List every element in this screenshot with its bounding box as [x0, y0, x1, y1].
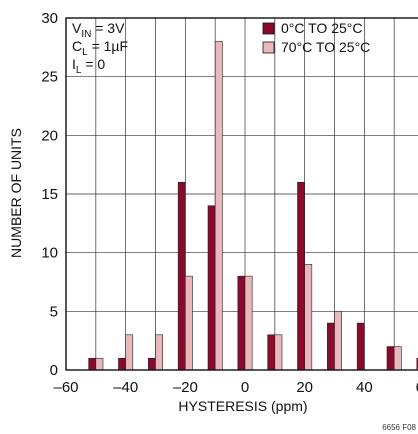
y-tick-label: 10 [41, 245, 58, 262]
x-axis-title: HYSTERESIS (ppm) [178, 398, 307, 414]
condition-annotation: VIN = 3V [72, 20, 125, 40]
bar-series-2 [155, 334, 163, 371]
condition-annotation: IL = 0 [72, 56, 105, 76]
legend: 0°C TO 25°C 70°C TO 25°C [262, 20, 370, 55]
bar-series-1 [327, 322, 335, 371]
figure-code: 6656 F08 [382, 423, 416, 432]
x-tick-label: 20 [296, 379, 313, 396]
bar-series-2 [274, 334, 283, 371]
bar-series-1 [416, 357, 418, 371]
bar-series-1 [356, 322, 365, 371]
bar-series-2 [214, 41, 223, 371]
y-tick-label: 30 [41, 10, 58, 27]
bar-series-1 [237, 275, 246, 371]
bar-series-1 [88, 357, 97, 371]
bar-series-2 [95, 357, 104, 371]
y-tick-label: 0 [50, 362, 58, 379]
bar-series-2 [334, 311, 342, 371]
bar-series-2 [125, 334, 134, 371]
y-axis-title: NUMBER OF UNITS [8, 128, 24, 258]
bar-series-1 [148, 357, 156, 371]
bar-series-1 [177, 181, 186, 371]
legend-label-series-1: 0°C TO 25°C [281, 20, 363, 36]
bar-series-1 [207, 205, 216, 371]
bar-series-1 [118, 357, 126, 371]
legend-swatch-series-2 [262, 41, 275, 54]
y-tick-label: 5 [50, 303, 58, 320]
bars [88, 41, 418, 371]
legend-swatch-series-1 [262, 22, 275, 35]
plot-frame [65, 17, 418, 371]
legend-label-series-2: 70°C TO 25°C [281, 39, 370, 55]
bar-series-1 [297, 181, 305, 371]
bar-series-2 [393, 346, 402, 371]
x-tick-label: 40 [356, 379, 373, 396]
x-tick-label: –60 [53, 379, 78, 396]
bar-series-2 [304, 264, 313, 371]
bar-series-2 [185, 275, 193, 371]
condition-annotation: CL = 1µF [72, 38, 128, 58]
x-tick-label: 0 [241, 379, 249, 396]
x-tick-label: –20 [173, 379, 198, 396]
y-tick-label: 15 [41, 186, 58, 203]
y-tick-label: 20 [41, 127, 58, 144]
bar-series-1 [386, 346, 395, 371]
y-tick-label: 25 [41, 69, 58, 86]
bar-series-2 [244, 275, 253, 371]
bar-series-1 [267, 334, 276, 371]
tick-labels: –60 –40 –20 0 20 40 60 0 5 10 15 20 25 30 [41, 10, 418, 396]
x-tick-label: –40 [113, 379, 138, 396]
x-tick-label: 60 [416, 379, 418, 396]
